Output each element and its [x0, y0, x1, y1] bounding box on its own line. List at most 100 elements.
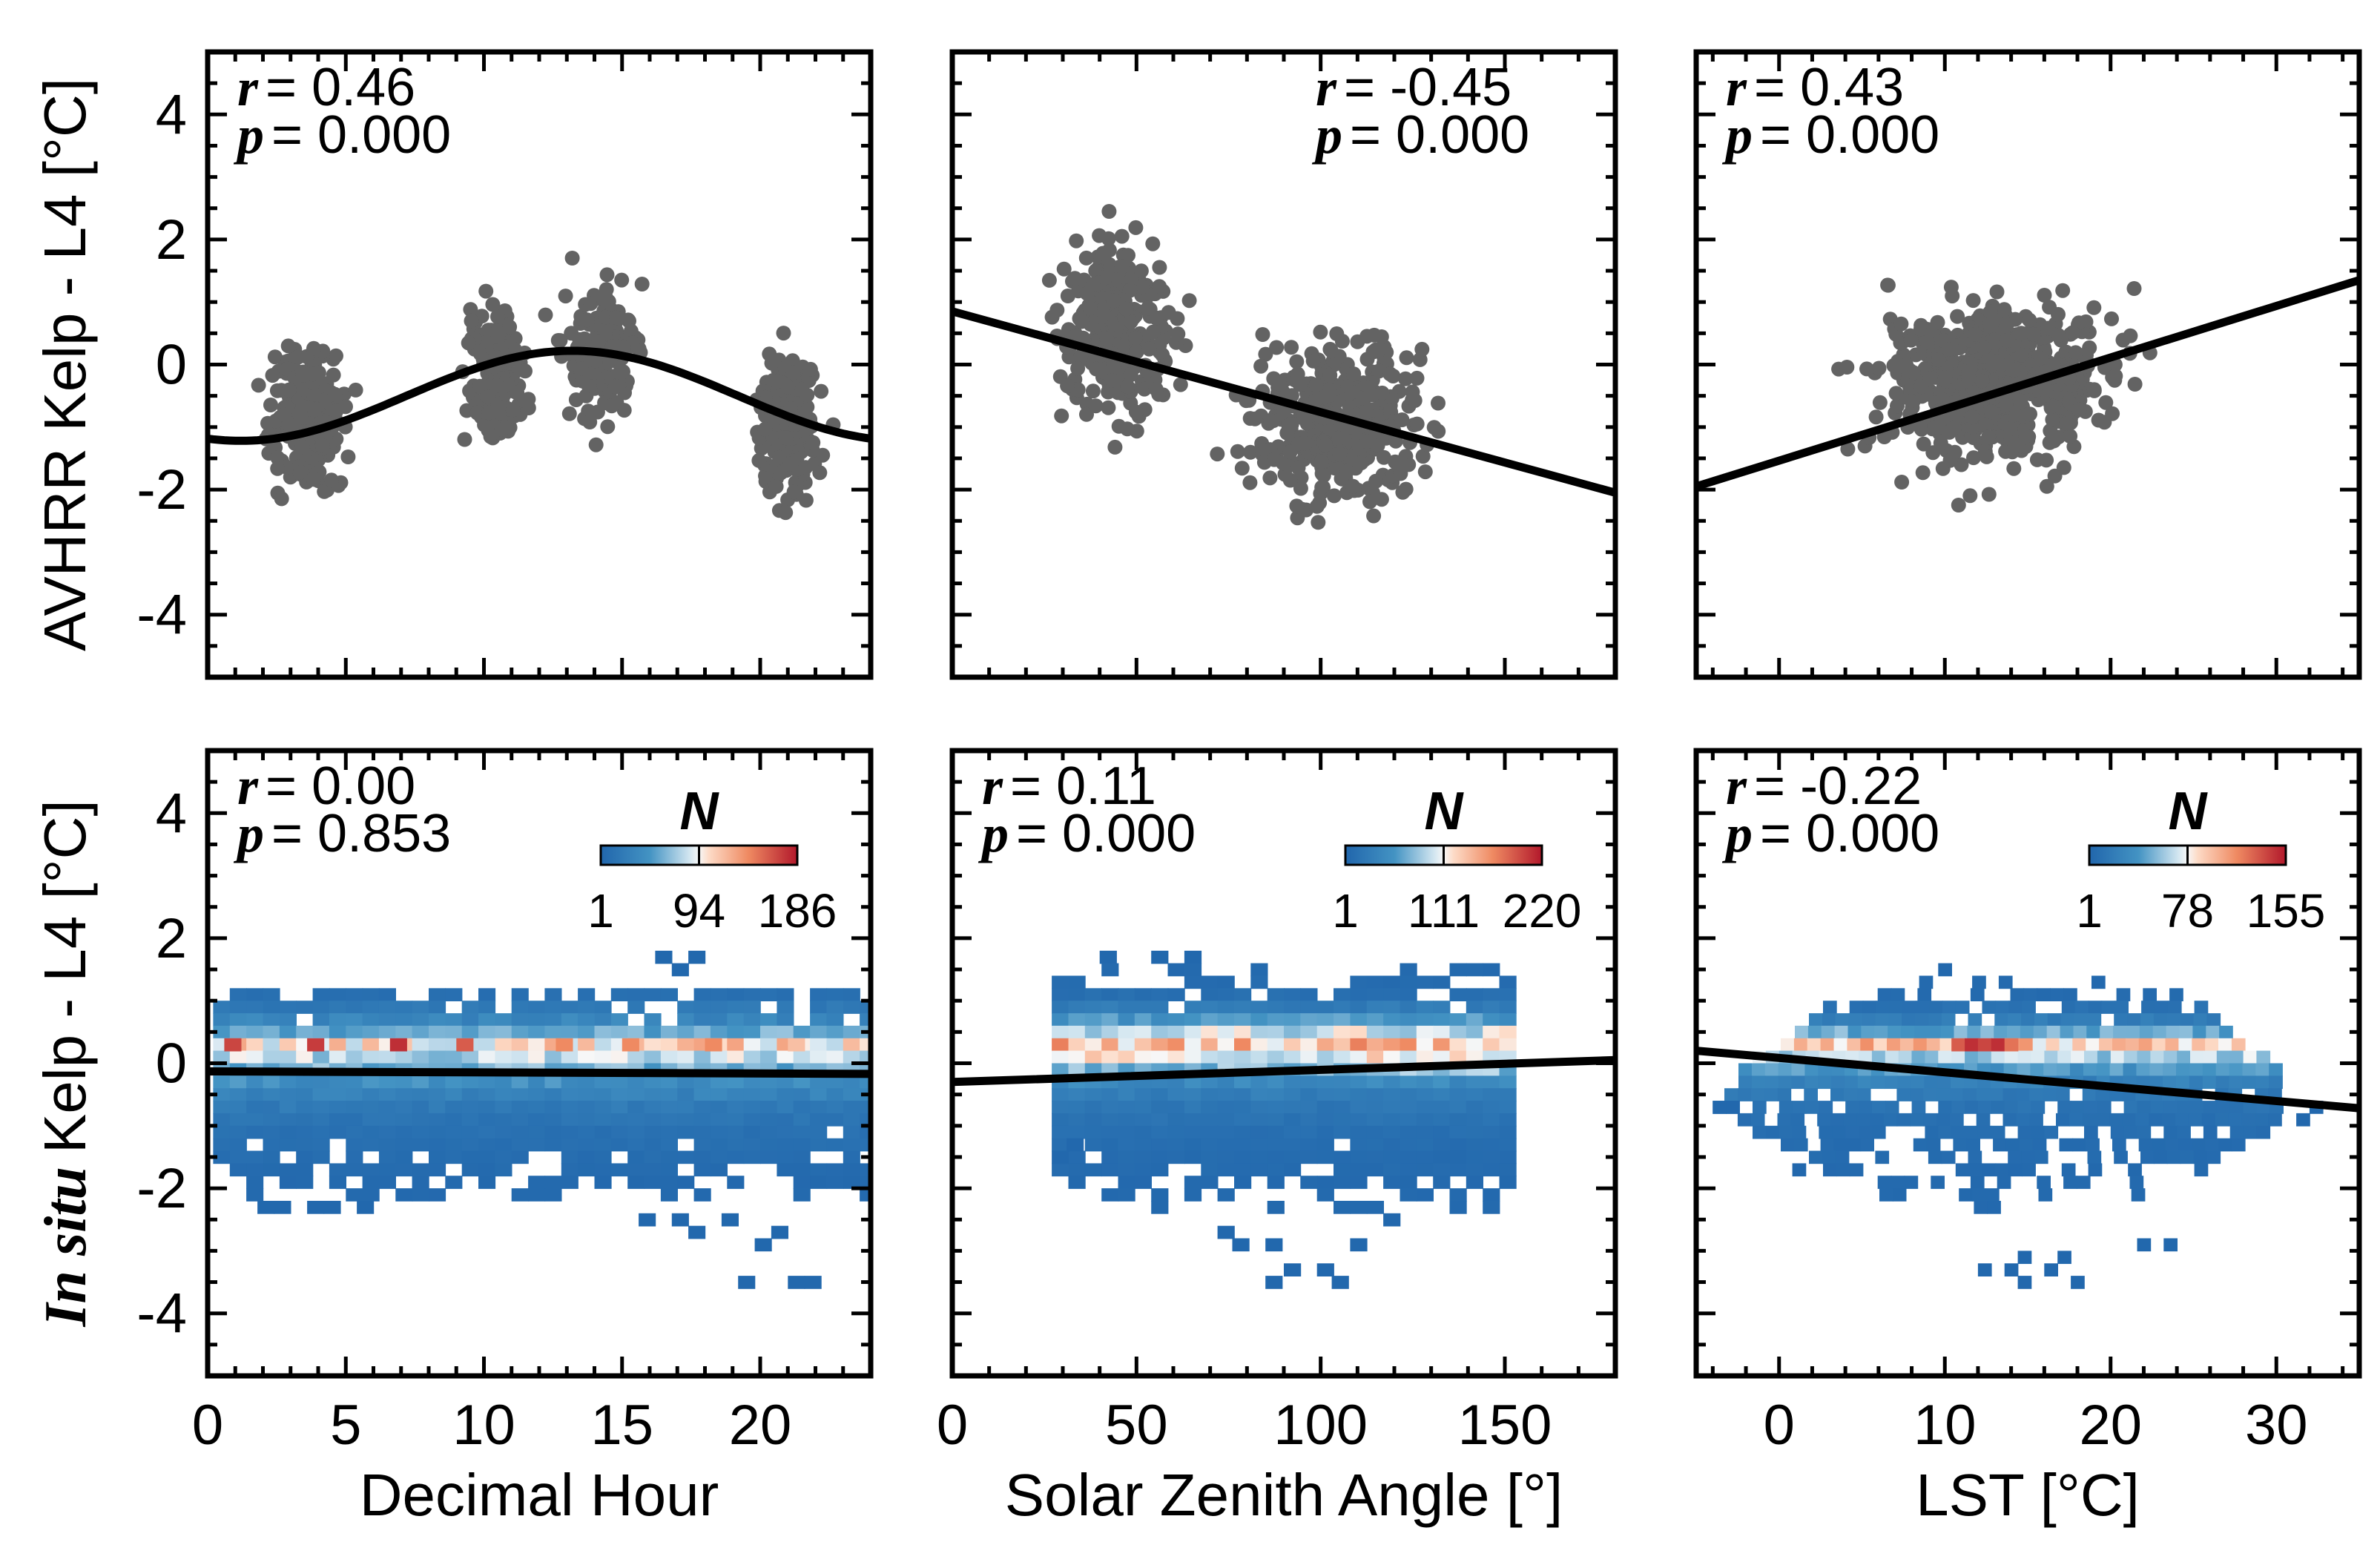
heatmap-cell [2002, 1113, 2017, 1127]
heatmap-cell [727, 1138, 745, 1152]
heatmap-cell [362, 1075, 380, 1090]
heatmap-cell-hot [788, 1038, 805, 1052]
heatmap-cell [213, 1150, 231, 1164]
data-point [2097, 415, 2112, 430]
heatmap-cell [2017, 1251, 2032, 1265]
heatmap-cell [1383, 1150, 1401, 1164]
heatmap-cell [671, 1213, 689, 1227]
heatmap-cell [1466, 1138, 1483, 1152]
heatmap-cell [2166, 1025, 2180, 1039]
heatmap-cell [627, 1088, 645, 1101]
data-point [2002, 421, 2018, 436]
data-point [1243, 444, 1258, 460]
heatmap-cell [296, 1025, 314, 1039]
heatmap-cell [1449, 1038, 1467, 1052]
heatmap-cell [229, 1050, 247, 1064]
heatmap-cell [346, 1150, 363, 1164]
heatmap-cell [2097, 1050, 2112, 1064]
heatmap-cell [2023, 988, 2038, 1001]
heatmap-cell [1350, 975, 1368, 989]
heatmap-cell [445, 1013, 463, 1027]
heatmap-cell [760, 1101, 778, 1114]
heatmap-cell [461, 1138, 479, 1152]
heatmap-cell [627, 1150, 645, 1164]
plot-area [208, 950, 871, 1289]
stat-p-value: = 0.000 [1350, 105, 1529, 165]
data-point [281, 382, 297, 398]
heatmap-cell [1764, 1075, 1779, 1090]
data-point [553, 333, 568, 349]
heatmap-cell [229, 1150, 247, 1164]
heatmap-cell [1366, 1163, 1384, 1177]
heatmap-cell [1400, 1038, 1417, 1052]
heatmap-cell [578, 1001, 596, 1014]
heatmap-cell [2229, 1125, 2244, 1139]
heatmap-cell [2017, 1125, 2032, 1139]
heatmap-cell [639, 1213, 656, 1227]
heatmap-cell [1250, 1101, 1268, 1114]
heatmap-cell [561, 1113, 578, 1127]
data-point [1354, 455, 1369, 471]
fit-line [952, 307, 1615, 497]
heatmap-cell [1101, 1113, 1119, 1127]
heatmap-cell [2153, 1013, 2168, 1027]
heatmap-cell [2037, 988, 2051, 1001]
heatmap-cell [2178, 1138, 2193, 1152]
colorbar-tick-label: 78 [2161, 884, 2214, 938]
heatmap-cell [412, 1188, 429, 1202]
colorbar-tick-label: 155 [2247, 884, 2326, 938]
heatmap-cell [429, 1025, 446, 1039]
heatmap-cell [1781, 1038, 1795, 1052]
heatmap-cell [1849, 1163, 1864, 1177]
heatmap-cell [2176, 1075, 2190, 1090]
heatmap-cell [429, 1125, 446, 1139]
heatmap-cell [1366, 1138, 1384, 1152]
heatmap-cell [2100, 1025, 2114, 1039]
panel-top-right: r = 0.43p = 0.000 [1693, 49, 2362, 680]
heatmap-cell [2097, 1101, 2112, 1114]
heatmap-cell [478, 1050, 496, 1064]
heatmap-cell [1184, 1113, 1202, 1127]
heatmap-cell [1887, 1038, 1901, 1052]
stat-r-symbol: r [1316, 58, 1337, 117]
x-tick-label: 10 [452, 1394, 515, 1457]
heatmap-cell [1968, 1163, 1983, 1177]
heatmap-cell [1366, 1038, 1384, 1052]
data-point [1915, 465, 1931, 481]
data-point [1981, 429, 1997, 445]
heatmap-cell [1334, 1101, 1351, 1114]
heatmap-cell-hot [456, 1038, 474, 1052]
heatmap-cell [1334, 1125, 1351, 1139]
data-point [609, 310, 624, 326]
heatmap-cell [2057, 1050, 2071, 1064]
heatmap-cell [395, 1050, 413, 1064]
heatmap-cell [1101, 1163, 1119, 1177]
heatmap-cell [2017, 1063, 2031, 1077]
heatmap-cell [1383, 1163, 1401, 1177]
heatmap-cell [478, 1113, 496, 1127]
data-point [2040, 320, 2056, 336]
heatmap-cell [771, 1225, 788, 1239]
heatmap-cell [727, 1125, 745, 1139]
data-point [2005, 362, 2021, 378]
heatmap-cell [323, 1201, 341, 1214]
heatmap-cell [213, 1088, 231, 1101]
stat-p-symbol: p [1721, 804, 1753, 863]
heatmap-cell [1068, 1001, 1086, 1014]
y-tick-label: -4 [136, 1282, 187, 1345]
data-point [1106, 357, 1121, 372]
heatmap-cell [1052, 1038, 1069, 1052]
heatmap-cell [395, 1163, 413, 1177]
heatmap-cell [429, 1163, 446, 1177]
heatmap-cell [1738, 1063, 1753, 1077]
heatmap-cell [1167, 1025, 1185, 1039]
heatmap-cell [2091, 975, 2106, 989]
heatmap-cell [2140, 1150, 2155, 1164]
heatmap-cell [1433, 1038, 1451, 1052]
heatmap-cell [362, 1163, 380, 1177]
data-point [340, 449, 356, 464]
heatmap-cell [826, 1101, 844, 1114]
heatmap-cell [1898, 1050, 1913, 1064]
heatmap-cell [346, 1138, 363, 1152]
heatmap-cell [1941, 1150, 1956, 1164]
